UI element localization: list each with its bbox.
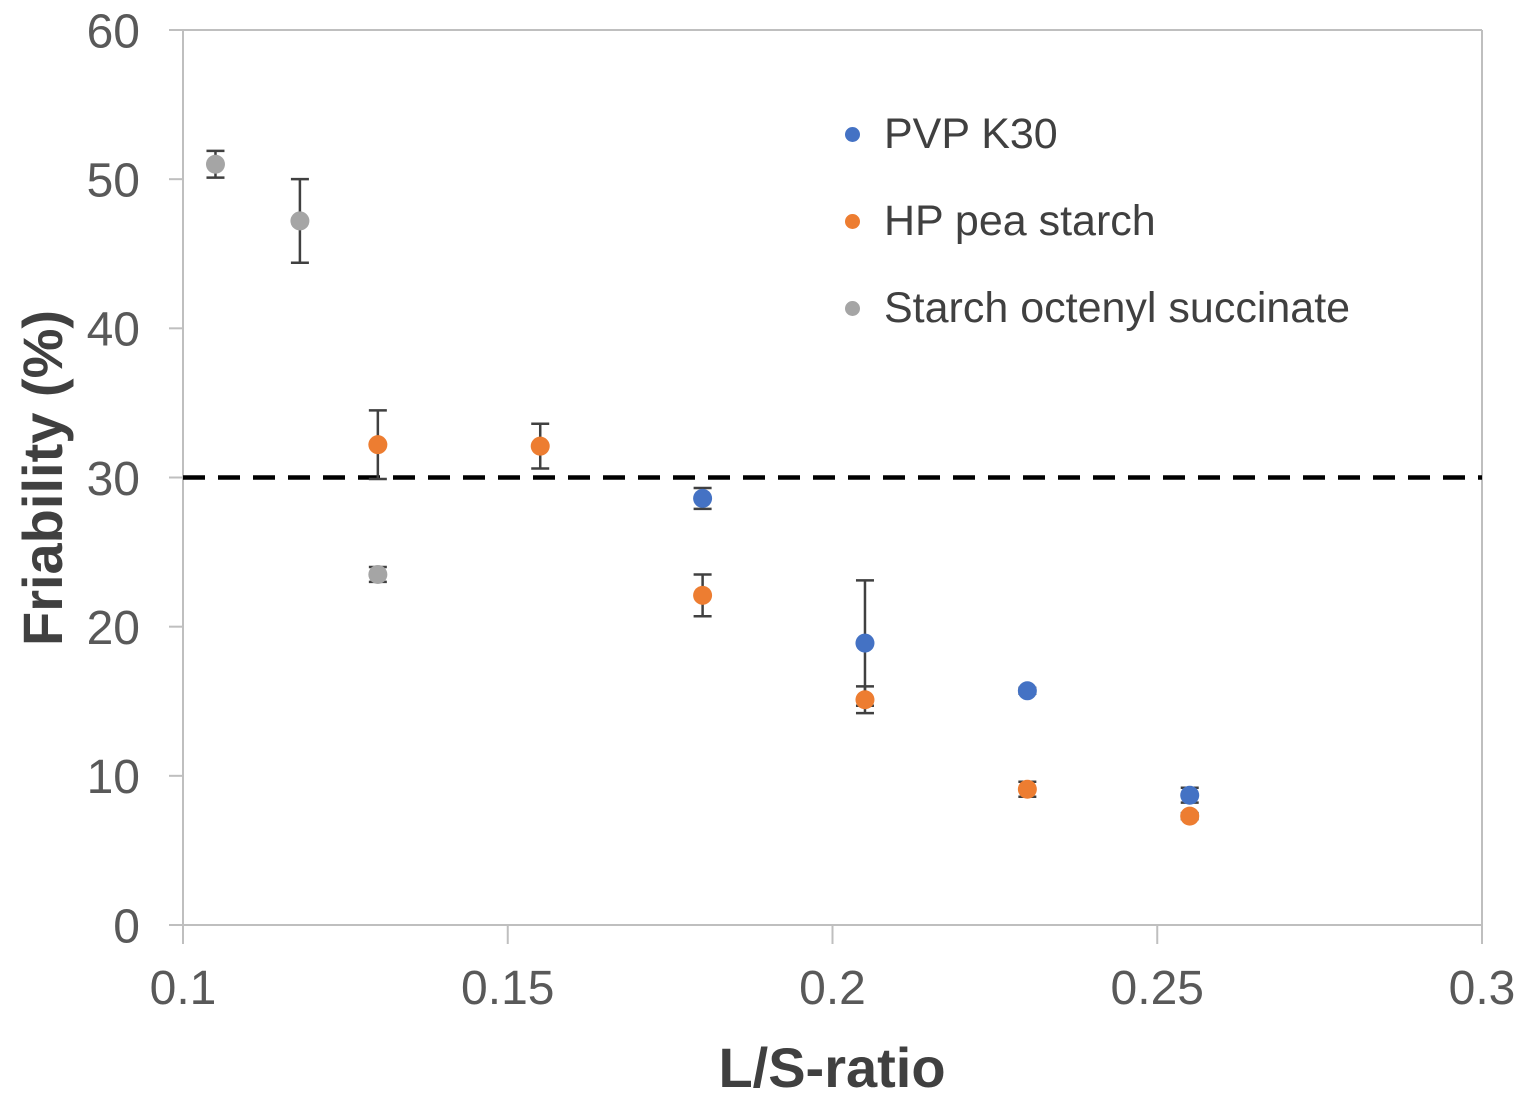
y-axis-title: Friability (%): [11, 310, 74, 646]
data-point-hp-pea-starch: [368, 435, 388, 455]
x-tick-label: 0.3: [1449, 962, 1516, 1015]
data-point-starch-octenyl-succinate: [290, 211, 310, 231]
y-tick-label: 40: [87, 304, 140, 357]
data-point-starch-octenyl-succinate: [368, 564, 388, 584]
y-tick-label: 10: [87, 751, 140, 804]
y-tick-label: 20: [87, 602, 140, 655]
data-point-pvp-k30: [1180, 785, 1200, 805]
data-point-hp-pea-starch: [530, 436, 550, 456]
data-point-pvp-k30: [693, 488, 713, 508]
data-point-starch-octenyl-succinate: [205, 154, 225, 174]
data-point-hp-pea-starch: [693, 585, 713, 605]
data-point-hp-pea-starch: [1017, 779, 1037, 799]
data-series: [205, 149, 1200, 826]
axes-frame: [169, 29, 1483, 944]
y-tick-label: 60: [87, 5, 140, 58]
x-tick-label: 0.1: [150, 962, 217, 1015]
x-tick-label: 0.2: [799, 962, 866, 1015]
x-tick-label: 0.15: [461, 962, 554, 1015]
data-point-hp-pea-starch: [855, 690, 875, 710]
data-point-pvp-k30: [1017, 681, 1037, 701]
series-hp-pea-starch: [368, 409, 1200, 826]
y-tick-label: 30: [87, 453, 140, 506]
x-tick-label: 0.25: [1111, 962, 1204, 1015]
x-axis-title: L/S-ratio: [718, 1036, 945, 1099]
series-starch-octenyl-succinate: [205, 149, 388, 584]
data-point-pvp-k30: [855, 633, 875, 653]
y-tick-label: 0: [113, 900, 140, 953]
y-tick-label: 50: [87, 154, 140, 207]
data-point-hp-pea-starch: [1180, 806, 1200, 826]
tick-labels: 0 10 20 30 40 50 60 0.1 0.15 0.2 0.25 0.3: [87, 5, 1516, 1015]
series-pvp-k30: [693, 486, 1200, 805]
